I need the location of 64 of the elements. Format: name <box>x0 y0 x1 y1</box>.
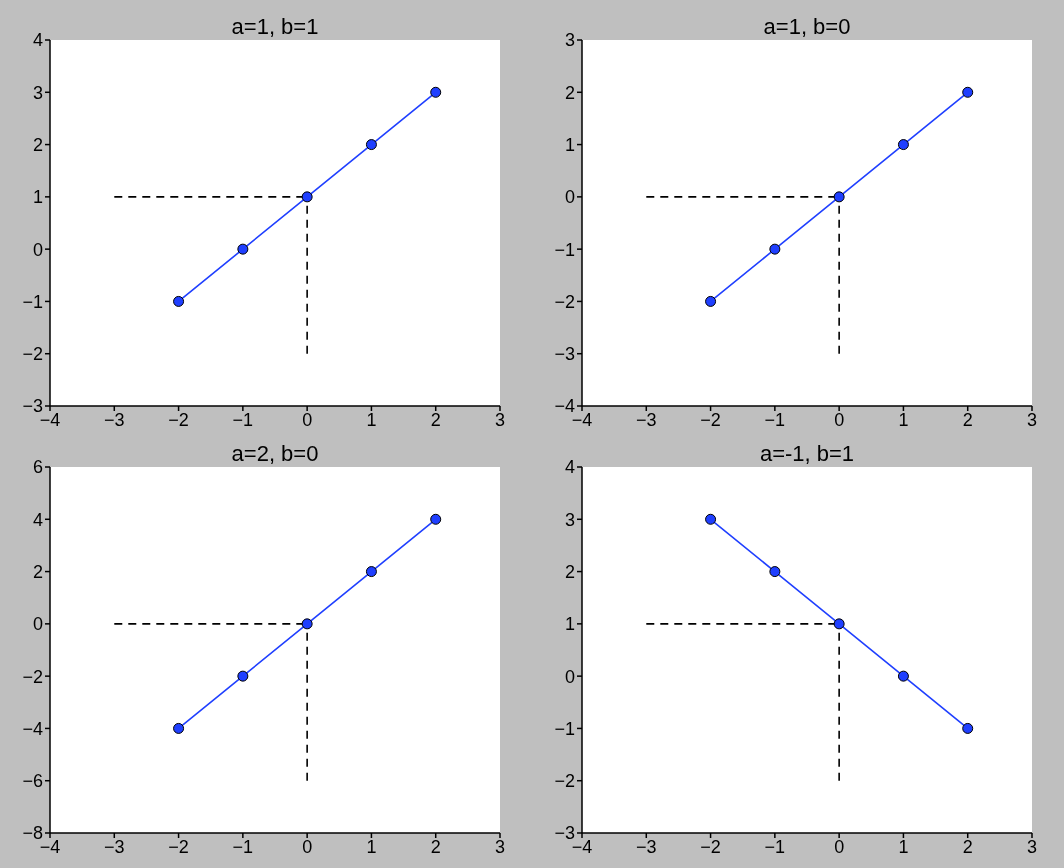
y-tick-label: −3 <box>554 344 575 365</box>
x-tick-label: −2 <box>700 836 721 857</box>
x-tick-label: −3 <box>636 836 657 857</box>
x-tick-label: 0 <box>302 409 313 430</box>
y-tick-label: 6 <box>32 457 43 478</box>
y-tick-label: 0 <box>564 666 575 687</box>
x-tick-label: −1 <box>232 836 254 857</box>
y-tick-label: 1 <box>564 134 575 155</box>
x-tick-label: −3 <box>104 836 125 857</box>
y-tick-label: 2 <box>564 561 575 582</box>
x-tick-label: −1 <box>764 409 786 430</box>
x-tick-label: −3 <box>104 409 125 430</box>
chart-title: a=2, b=0 <box>230 441 320 467</box>
y-tick-label: 1 <box>32 187 43 208</box>
y-tick-label: −3 <box>554 823 575 844</box>
x-tick-label: −1 <box>232 409 254 430</box>
x-tick-label: 1 <box>898 836 909 857</box>
x-tick-label: 3 <box>1026 409 1038 430</box>
y-tick-label: −2 <box>22 666 43 687</box>
x-tick-label: 1 <box>366 836 377 857</box>
y-tick-label: −6 <box>22 771 43 792</box>
y-tick-label: 3 <box>32 82 43 103</box>
y-tick-label: 2 <box>32 561 43 582</box>
y-tick-label: 0 <box>32 239 43 260</box>
x-tick-label: −2 <box>168 409 189 430</box>
x-tick-label: −3 <box>636 409 657 430</box>
y-tick-label: 2 <box>32 134 43 155</box>
x-tick-label: 2 <box>430 409 441 430</box>
x-tick-label: 1 <box>898 409 909 430</box>
x-tick-label: 1 <box>366 409 377 430</box>
x-tick-label: 0 <box>302 836 313 857</box>
y-tick-label: −1 <box>22 291 43 312</box>
y-tick-label: −1 <box>554 718 575 739</box>
x-tick-label: 0 <box>834 409 845 430</box>
y-tick-label: 3 <box>564 30 575 51</box>
y-tick-label: −2 <box>554 291 575 312</box>
x-tick-label: 2 <box>962 409 973 430</box>
chart-title: a=1, b=1 <box>230 14 320 40</box>
y-tick-label: −3 <box>22 396 43 417</box>
y-tick-label: −4 <box>554 396 575 417</box>
x-tick-label: 3 <box>494 836 506 857</box>
y-tick-label: 3 <box>564 509 575 530</box>
y-tick-label: −8 <box>22 823 43 844</box>
x-tick-label: 2 <box>962 836 973 857</box>
y-tick-label: −4 <box>22 718 43 739</box>
y-tick-label: 0 <box>32 614 43 635</box>
chart-title: a=-1, b=1 <box>758 441 856 467</box>
x-tick-label: 3 <box>494 409 506 430</box>
x-tick-label: 2 <box>430 836 441 857</box>
y-tick-label: 1 <box>564 614 575 635</box>
y-tick-label: 2 <box>564 82 575 103</box>
y-tick-label: 4 <box>564 457 575 478</box>
y-tick-label: −2 <box>22 344 43 365</box>
y-tick-label: −2 <box>554 771 575 792</box>
y-tick-label: 4 <box>32 509 43 530</box>
x-tick-label: 3 <box>1026 836 1038 857</box>
y-tick-label: 4 <box>32 30 43 51</box>
x-tick-label: −1 <box>764 836 786 857</box>
chart-title: a=1, b=0 <box>762 14 852 40</box>
y-tick-label: −1 <box>554 239 575 260</box>
x-tick-label: −2 <box>168 836 189 857</box>
x-tick-label: 0 <box>834 836 845 857</box>
x-tick-label: −2 <box>700 409 721 430</box>
y-tick-label: 0 <box>564 187 575 208</box>
